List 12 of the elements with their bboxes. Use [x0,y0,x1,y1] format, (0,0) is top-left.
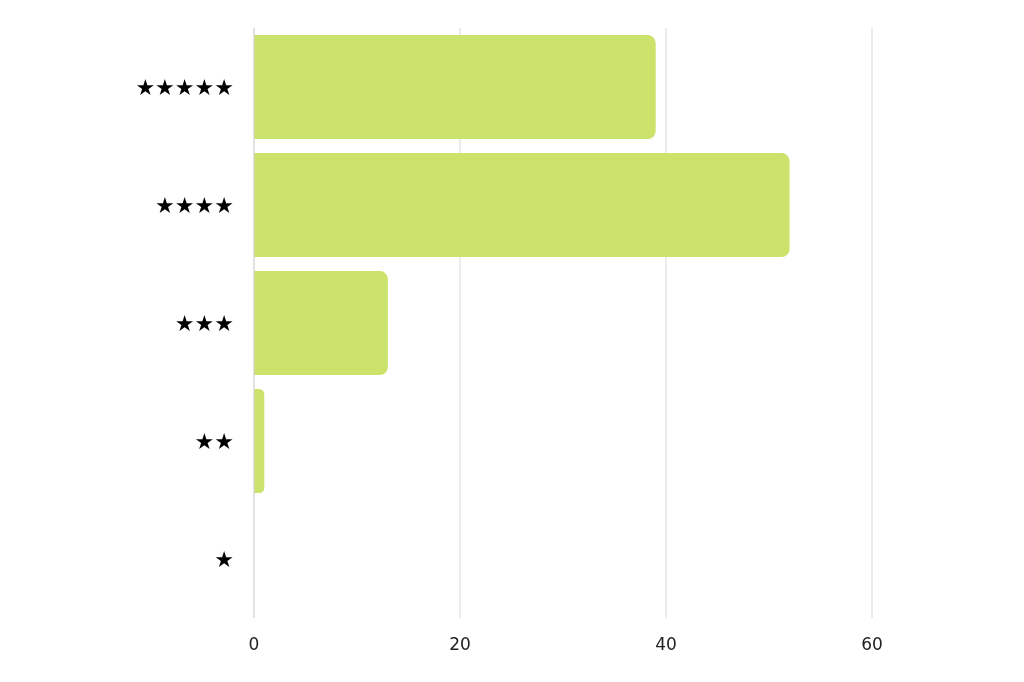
x-tick-label: 20 [449,634,471,655]
y-tick-label: ★★★ [174,310,234,336]
x-tick-label: 40 [655,634,677,655]
bar [254,153,790,258]
bar [254,35,656,140]
x-tick-label: 0 [248,634,260,655]
bar [254,271,388,376]
y-tick-label: ★★★★★ [135,74,234,100]
x-tick-label: 60 [861,634,883,655]
y-tick-label: ★★★★ [155,192,234,218]
y-tick-label: ★ [214,546,234,572]
y-tick-label: ★★ [194,428,234,454]
